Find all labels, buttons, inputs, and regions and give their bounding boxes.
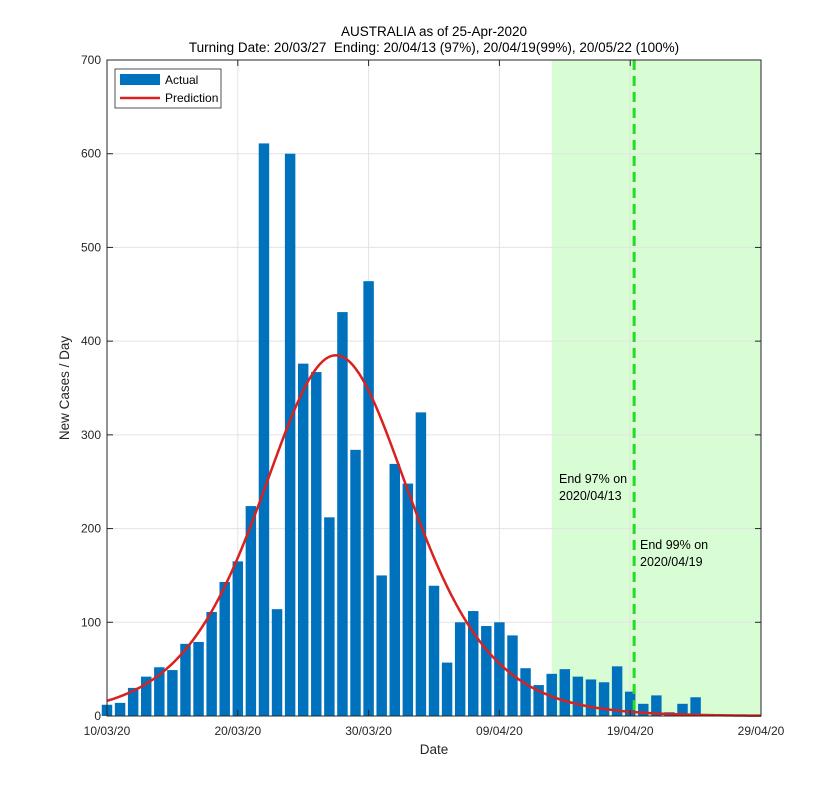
bar xyxy=(363,281,374,716)
y-tick-label: 100 xyxy=(81,615,101,629)
bar xyxy=(127,687,139,716)
bar xyxy=(311,372,322,716)
prediction-line xyxy=(106,353,762,717)
y-tick-label: 0 xyxy=(94,709,101,723)
y-tick-label: 400 xyxy=(81,334,101,348)
legend: Actual Prediction xyxy=(114,68,222,109)
bars xyxy=(101,143,701,717)
bar xyxy=(154,667,165,716)
x-tick-label: 09/04/20 xyxy=(476,724,523,738)
bar xyxy=(297,363,309,716)
bar xyxy=(546,673,557,716)
bar xyxy=(468,611,479,716)
bar xyxy=(180,643,191,716)
bar xyxy=(271,609,283,716)
bar xyxy=(114,702,126,716)
bar xyxy=(389,463,400,716)
y-tick-label: 700 xyxy=(81,53,101,67)
bar xyxy=(585,679,597,716)
annotation-99: End 99% on 2020/04/19 xyxy=(640,538,708,569)
bar xyxy=(428,585,440,716)
bar xyxy=(245,506,257,716)
y-tick-label: 300 xyxy=(81,428,101,442)
bar xyxy=(611,666,623,716)
bar xyxy=(350,449,361,716)
plot-frame xyxy=(106,59,762,717)
x-axis-label: Date xyxy=(420,742,449,757)
bar xyxy=(559,669,571,716)
x-tick-label: 10/03/20 xyxy=(84,724,131,738)
bar xyxy=(324,517,335,716)
bar xyxy=(598,682,610,716)
bar xyxy=(533,685,544,716)
y-tick-label: 200 xyxy=(81,522,101,536)
legend-actual-swatch xyxy=(120,74,160,85)
bar xyxy=(167,670,178,716)
bar xyxy=(402,483,414,716)
y-tick-label: 500 xyxy=(81,240,101,254)
x-tick-label: 20/03/20 xyxy=(214,724,261,738)
bar xyxy=(193,641,204,716)
bar xyxy=(520,668,531,716)
bar xyxy=(415,412,427,716)
bar xyxy=(441,662,453,716)
bar xyxy=(651,695,662,716)
bar xyxy=(337,312,348,716)
x-tick-label: 19/04/20 xyxy=(607,724,654,738)
y-axis-label: New Cases / Day xyxy=(57,336,72,441)
shaded-region xyxy=(551,60,761,716)
legend-prediction-label: Prediction xyxy=(165,91,218,105)
annotation-99-line-1: End 99% on xyxy=(640,538,708,552)
chart-subtitle: Turning Date: 20/03/27 Ending: 20/04/13 … xyxy=(189,40,679,55)
x-tick-label: 30/03/20 xyxy=(345,724,392,738)
bar xyxy=(258,143,270,717)
y-tick-label: 600 xyxy=(81,147,101,161)
annotation-97-line-2: 2020/04/13 xyxy=(559,489,622,503)
bar xyxy=(141,676,152,716)
bar xyxy=(572,676,584,716)
bar xyxy=(376,575,387,716)
bar xyxy=(284,153,296,716)
chart-title: AUSTRALIA as of 25-Apr-2020 xyxy=(341,24,527,39)
annotation-99-line-2: 2020/04/19 xyxy=(640,555,703,569)
bar xyxy=(481,626,492,716)
bar xyxy=(206,611,217,716)
bar xyxy=(677,703,688,716)
x-ticks: 10/03/20 20/03/20 30/03/20 09/04/20 19/04/20… xyxy=(84,60,785,738)
bar xyxy=(638,703,649,716)
annotation-97-line-1: End 97% on xyxy=(559,472,627,486)
y-ticks: 0 100 200 300 400 500 600 700 xyxy=(81,53,761,723)
bar xyxy=(454,622,466,716)
legend-actual-label: Actual xyxy=(165,73,198,87)
bar xyxy=(690,697,701,716)
bar xyxy=(232,561,244,716)
bar xyxy=(494,622,505,716)
bar xyxy=(219,581,230,716)
x-tick-label: 29/04/20 xyxy=(738,724,785,738)
annotation-97: End 97% on 2020/04/13 xyxy=(559,472,627,503)
bar xyxy=(624,691,636,716)
